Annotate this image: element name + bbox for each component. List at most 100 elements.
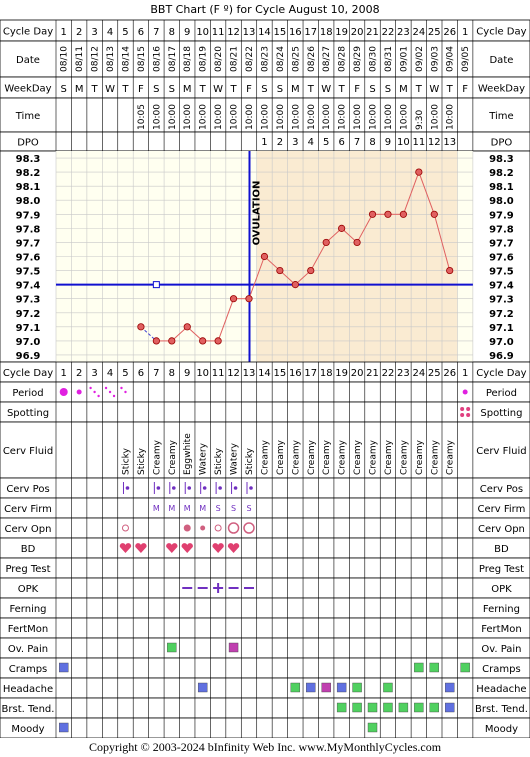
- cerv-fluid-value: Creamy: [353, 439, 363, 475]
- time-label: 10:00: [322, 104, 332, 130]
- weekday-label: T: [446, 84, 454, 95]
- cerv-opn-label-right: Cerv Opn: [478, 524, 525, 535]
- cerv-firm-value: M: [199, 504, 206, 513]
- weekday-label: W: [105, 84, 115, 95]
- cerv-opn-mark: [200, 525, 206, 531]
- headache-mark: [306, 682, 316, 693]
- cycle-day-number: 4: [107, 368, 113, 379]
- date-label: 08/25: [291, 46, 301, 72]
- temp-tick-left: 98.0: [16, 196, 41, 207]
- headache-label-right: Headache: [476, 684, 526, 695]
- dpo-label-right: DPO: [491, 138, 513, 149]
- date-label: 08/29: [353, 46, 363, 72]
- spotting-label: Spotting: [7, 408, 49, 419]
- open-temp-marker: [152, 281, 160, 289]
- bd-heart-icon: [166, 543, 178, 553]
- moody-mark: [367, 722, 378, 733]
- dpo-number: 11: [412, 137, 425, 148]
- cycle-day-number: 20: [351, 368, 364, 379]
- cycle-day-number: 25: [428, 27, 441, 38]
- date-label: 09/01: [399, 46, 409, 72]
- cycle-day-number: 20: [351, 27, 364, 38]
- brst-tend-mark: [414, 702, 424, 713]
- time-label: 10:05: [137, 104, 147, 130]
- time-label: 10:00: [307, 104, 317, 130]
- weekday-label: T: [91, 84, 99, 95]
- dpo-number: 8: [369, 137, 375, 148]
- spotting-row: [0, 401, 530, 423]
- cycle-day-number: 25: [428, 368, 441, 379]
- cycle-day-number: 15: [274, 27, 287, 38]
- temp-point: [245, 295, 253, 303]
- cerv-fluid-value: Creamy: [322, 439, 332, 475]
- temp-tick-right: 97.5: [489, 267, 514, 278]
- cerv-firm-label: Cerv Firm: [4, 504, 52, 515]
- cerv-pos-dot: [249, 486, 253, 490]
- cerv-firm-label-right: Cerv Firm: [478, 504, 526, 515]
- temp-point: [446, 266, 454, 275]
- cerv-fluid-value: Creamy: [260, 439, 270, 475]
- temp-point: [276, 266, 284, 275]
- dpo-number: 2: [277, 137, 283, 148]
- cycle-day-number: 6: [138, 27, 144, 38]
- cerv-opn-mark: [243, 522, 255, 534]
- cycle-day-number: 26: [443, 368, 456, 379]
- period-flow-spotting: [108, 390, 112, 394]
- cerv-opn-mark: [183, 524, 191, 532]
- time-label: 9:30: [415, 110, 425, 130]
- temp-tick-right: 98.3: [489, 154, 514, 165]
- cycle-day-number: 12: [227, 368, 240, 379]
- bd-heart-icon: [212, 543, 224, 553]
- cerv-pos-dot: [187, 486, 192, 490]
- cerv-pos-dot: [156, 486, 161, 490]
- cerv-fluid-label-right: Cerv Fluid: [476, 446, 526, 457]
- time-label-right: Time: [488, 111, 513, 122]
- dpo-label: DPO: [17, 138, 39, 149]
- cycle-day-number: 11: [212, 368, 225, 379]
- weekday-label: S: [385, 84, 391, 95]
- cycle-day-number: 2: [76, 368, 82, 379]
- temp-tick-left: 96.9: [16, 351, 41, 362]
- headache-label: Headache: [3, 684, 53, 695]
- date-label: 08/26: [307, 46, 317, 72]
- cycle-day-number: 7: [153, 27, 159, 38]
- cramps-mark: [429, 662, 439, 673]
- bd-heart-icon: [227, 543, 240, 553]
- opk-label: OPK: [18, 584, 39, 595]
- time-label: 10:00: [168, 104, 178, 130]
- cycle-day-number: 21: [366, 368, 379, 379]
- cerv-opn-label: Cerv Opn: [5, 524, 52, 535]
- brst-tend-mark: [352, 702, 362, 713]
- time-label: 10:00: [214, 104, 224, 130]
- temp-tick-left: 97.2: [16, 309, 41, 320]
- temp-line-segment: [418, 171, 435, 215]
- cerv-firm-value: M: [153, 504, 160, 513]
- cerv-fluid-value: Sticky: [121, 447, 131, 475]
- time-label: 10:00: [399, 104, 409, 130]
- time-label: 10:00: [152, 104, 162, 130]
- temp-tick-right: 97.8: [489, 224, 514, 235]
- weekday-label: M: [75, 84, 84, 95]
- cramps-label: Cramps: [9, 664, 48, 675]
- cycle-day-number: 18: [320, 27, 333, 38]
- date-label: 09/02: [415, 46, 425, 72]
- temp-tick-left: 98.1: [16, 182, 41, 193]
- temp-tick-right: 98.2: [489, 168, 514, 179]
- time-label: Time: [15, 111, 40, 122]
- weekday-label: F: [138, 84, 144, 95]
- cerv-firm-value: S: [231, 504, 236, 513]
- cycle-day-label: Cycle Day: [3, 368, 53, 379]
- temp-tick-left: 98.2: [16, 168, 41, 179]
- temp-point: [322, 238, 330, 247]
- period-flow-spotting: [120, 386, 123, 390]
- temp-tick-left: 97.3: [16, 295, 41, 306]
- cycle-day-number: 2: [76, 27, 82, 38]
- weekday-label: T: [230, 84, 238, 95]
- weekday-label: S: [261, 84, 267, 95]
- cerv-fluid-value: Creamy: [430, 439, 440, 475]
- period-flow-heavy: [59, 388, 68, 396]
- temp-line-segment: [356, 214, 373, 243]
- headache-mark: [336, 682, 347, 693]
- brst-tend-mark: [336, 702, 347, 713]
- temp-line-segment: [217, 298, 235, 342]
